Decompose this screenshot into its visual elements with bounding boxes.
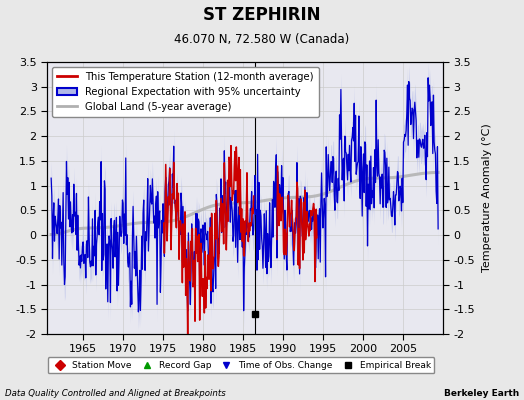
Text: Data Quality Controlled and Aligned at Breakpoints: Data Quality Controlled and Aligned at B… [5, 389, 226, 398]
Y-axis label: Temperature Anomaly (°C): Temperature Anomaly (°C) [482, 124, 492, 272]
Text: ST ZEPHIRIN: ST ZEPHIRIN [203, 6, 321, 24]
Text: Berkeley Earth: Berkeley Earth [443, 389, 519, 398]
Text: 46.070 N, 72.580 W (Canada): 46.070 N, 72.580 W (Canada) [174, 33, 350, 46]
Legend: Station Move, Record Gap, Time of Obs. Change, Empirical Break: Station Move, Record Gap, Time of Obs. C… [48, 357, 434, 374]
Legend: This Temperature Station (12-month average), Regional Expectation with 95% uncer: This Temperature Station (12-month avera… [52, 67, 319, 117]
